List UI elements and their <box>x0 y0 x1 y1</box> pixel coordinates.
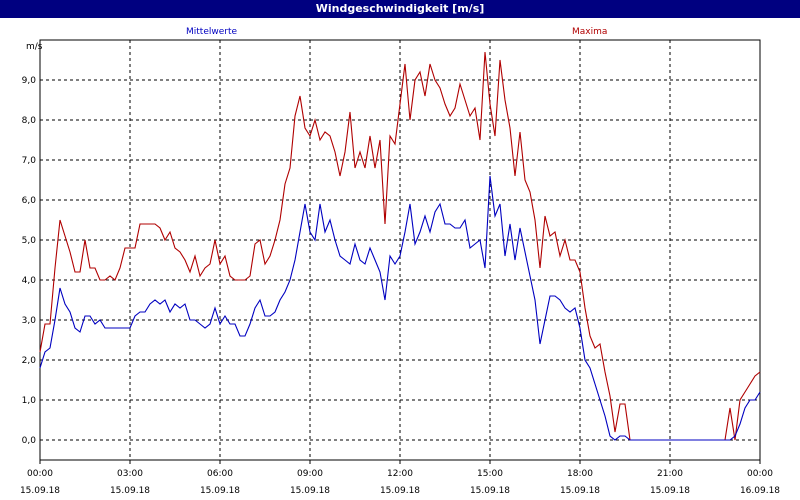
x-tick-time: 12:00 <box>387 469 413 479</box>
x-tick-date: 16.09.18 <box>740 486 780 496</box>
x-tick-date: 15.09.18 <box>380 486 420 496</box>
y-tick-label: 5,0 <box>22 236 37 246</box>
y-tick-label: 1,0 <box>22 396 37 406</box>
x-tick-date: 15.09.18 <box>20 486 60 496</box>
x-tick-time: 21:00 <box>657 469 683 479</box>
y-tick-label: 6,0 <box>22 196 37 206</box>
series-lines <box>39 51 761 441</box>
x-tick-time: 09:00 <box>297 469 323 479</box>
y-tick-label: 8,0 <box>22 116 37 126</box>
x-tick-date: 15.09.18 <box>200 486 240 496</box>
x-tick-time: 15:00 <box>477 469 503 479</box>
x-tick-time: 18:00 <box>567 469 593 479</box>
chart-title: Windgeschwindigkeit [m/s] <box>0 0 800 18</box>
y-tick-label: 0,0 <box>22 436 37 446</box>
x-tick-time: 03:00 <box>117 469 143 479</box>
y-tick-label: 4,0 <box>22 276 37 286</box>
x-tick-date: 15.09.18 <box>110 486 150 496</box>
y-tick-label: 9,0 <box>22 76 37 86</box>
x-tick-date: 15.09.18 <box>650 486 690 496</box>
x-tick-date: 15.09.18 <box>470 486 510 496</box>
y-tick-label: 7,0 <box>22 156 37 166</box>
x-axis: 00:00 15.09.18 03:00 15.09.18 06:00 15.09.18 0… <box>20 460 780 496</box>
x-tick-time: 06:00 <box>207 469 233 479</box>
y-axis-label: m/s <box>26 42 43 52</box>
legend-maxima: Maxima <box>572 27 607 37</box>
y-axis: 0,0 1,0 2,0 3,0 4,0 5,0 6,0 7,0 8,0 9,0 <box>22 76 37 446</box>
x-tick-date: 15.09.18 <box>560 486 600 496</box>
x-tick-time: 00:00 <box>747 469 773 479</box>
series-line-mittelwerte <box>39 175 761 441</box>
y-tick-label: 2,0 <box>22 356 37 366</box>
legend-mittelwerte: Mittelwerte <box>186 27 237 37</box>
x-tick-date: 15.09.18 <box>290 486 330 496</box>
grid <box>40 40 760 460</box>
y-tick-label: 3,0 <box>22 316 37 326</box>
x-tick-time: 00:00 <box>27 469 53 479</box>
